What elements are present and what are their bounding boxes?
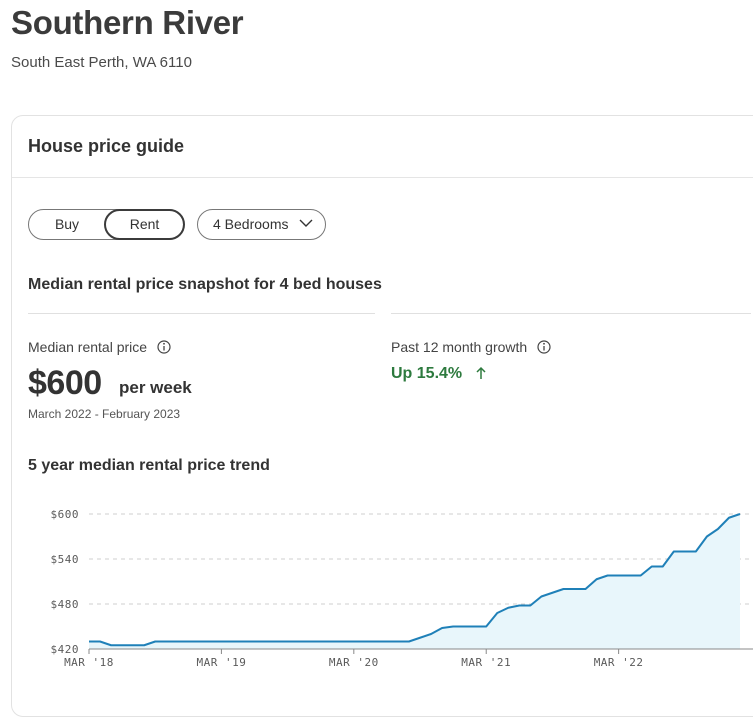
divider	[391, 313, 751, 314]
area-fill	[89, 514, 740, 649]
page-title: Southern River	[11, 4, 244, 41]
y-tick-label: $540	[51, 553, 80, 566]
series-line	[89, 513, 741, 647]
toggle-buy[interactable]: Buy	[54, 216, 80, 232]
snapshot-title: Median rental price snapshot for 4 bed h…	[28, 276, 382, 293]
growth-value-row: Up 15.4%	[391, 365, 487, 383]
growth-label: Past 12 month growth	[391, 339, 528, 355]
median-price-period: March 2022 - February 2023	[28, 407, 181, 421]
x-tick-label: MAR '21	[461, 656, 511, 669]
toggle-rent[interactable]: Rent	[104, 209, 185, 240]
y-tick-label: $420	[51, 643, 80, 656]
x-tick-label: MAR '22	[594, 656, 644, 669]
bedrooms-dropdown[interactable]: 4 Bedrooms	[197, 209, 326, 240]
x-tick-label: MAR '19	[196, 656, 246, 669]
median-label-row: Median rental price	[28, 339, 171, 355]
info-icon[interactable]	[537, 340, 551, 354]
trend-title: 5 year median rental price trend	[28, 457, 270, 474]
card-header: House price guide	[12, 116, 753, 178]
card-title: House price guide	[28, 136, 185, 156]
growth-label-row: Past 12 month growth	[391, 339, 551, 355]
x-tick-label: MAR '20	[329, 656, 379, 669]
median-label: Median rental price	[28, 339, 148, 355]
info-icon[interactable]	[157, 340, 171, 354]
buy-rent-toggle: Buy Rent	[28, 209, 185, 240]
y-tick-label: $600	[51, 508, 80, 521]
rental-trend-chart: $420 $480 $540 $600 MAR '18 MAR '19 MAR '20 MAR…	[51, 508, 753, 669]
median-price-unit: per week	[119, 378, 192, 397]
divider	[28, 313, 375, 314]
house-price-guide-card: House price guide Buy Rent 4 Bedrooms Me…	[11, 115, 753, 717]
bedrooms-dropdown-label: 4 Bedrooms	[213, 216, 289, 232]
growth-value: Up 15.4%	[391, 365, 463, 382]
y-tick-label: $480	[51, 598, 80, 611]
arrow-up-icon	[476, 366, 486, 379]
location-subtitle: South East Perth, WA 6110	[11, 54, 192, 71]
median-price-value: $600	[28, 364, 102, 402]
chevron-down-icon	[299, 219, 313, 227]
x-tick-label: MAR '18	[64, 656, 114, 669]
